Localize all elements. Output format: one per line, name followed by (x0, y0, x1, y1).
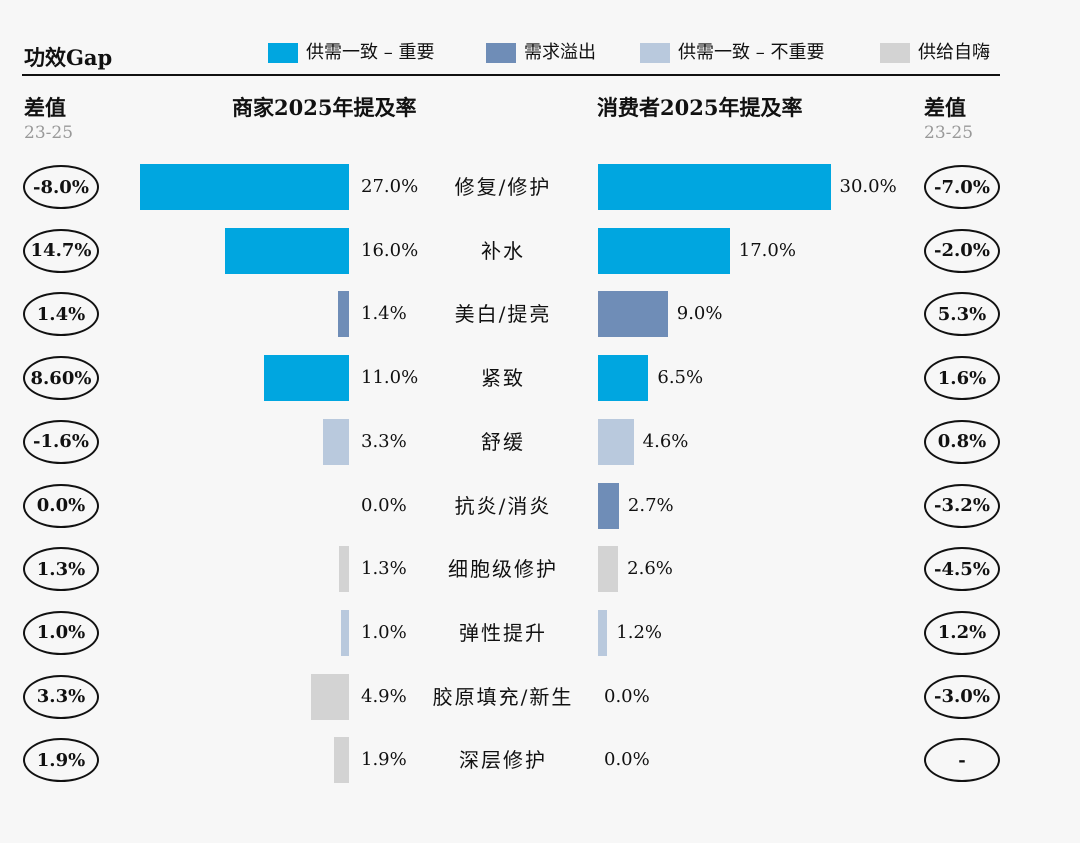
merchant-diff-badge: -1.6% (23, 419, 99, 464)
consumer-value-label: 0.0% (604, 749, 650, 771)
consumer-bar (598, 355, 649, 402)
merchant-value-label: 27.0% (361, 176, 419, 197)
consumer-bar (598, 227, 730, 274)
category-label: 深层修护 (459, 748, 547, 773)
consumer-diff-badge: 0.8% (924, 419, 1000, 464)
category-label: 胶原填充/新生 (432, 684, 574, 709)
merchant-diff-badge: 8.60% (23, 356, 99, 401)
consumer-diff-badge: 1.6% (924, 356, 1000, 401)
legend-label: 供给自嗨 (918, 42, 990, 63)
legend-swatch (640, 43, 670, 63)
consumer-diff-badge: -3.0% (924, 674, 1000, 719)
title-rule (22, 74, 1000, 76)
consumer-value-label: 17.0% (738, 239, 796, 261)
consumer-diff-badge: 1.2% (924, 610, 1000, 655)
consumer-value-label: 0.0% (604, 685, 650, 707)
consumer-bar (598, 418, 634, 465)
legend-label: 供需一致 – 不重要 (678, 42, 825, 63)
left-diff-subheader: 23-25 (24, 123, 74, 143)
merchant-bar (338, 291, 349, 338)
category-label: 修复/修护 (454, 175, 552, 199)
consumer-bar (598, 546, 619, 593)
category-label: 紧致 (481, 366, 525, 391)
right-diff-subheader: 23-25 (924, 123, 974, 143)
category-label: 舒缓 (481, 429, 525, 454)
merchant-value-label: 1.0% (361, 621, 407, 643)
consumer-value-label: 6.5% (657, 367, 704, 389)
consumer-value-label: 30.0% (839, 176, 897, 197)
consumer-bar (598, 609, 608, 656)
merchant-bar (338, 546, 349, 593)
merchant-diff-badge: -8.0% (23, 165, 99, 209)
merchant-diff-badge: 1.0% (23, 610, 99, 655)
merchant-diff-badge: 1.9% (23, 738, 99, 783)
consumer-bar (598, 164, 831, 210)
merchant-value-label: 16.0% (361, 239, 419, 261)
legend-label: 供需一致 – 重要 (306, 42, 435, 63)
legend-swatch (268, 43, 298, 63)
merchant-bar (341, 609, 349, 656)
legend-swatch (880, 43, 910, 63)
consumer-bar (598, 291, 668, 338)
merchant-value-label: 1.9% (361, 749, 407, 771)
consumer-diff-badge: 5.3% (924, 292, 1000, 337)
left-diff-header: 差值 (24, 95, 66, 120)
category-label: 抗炎/消炎 (454, 493, 552, 518)
category-label: 美白/提亮 (454, 302, 552, 327)
right-diff-header: 差值 (924, 95, 966, 120)
category-label: 弹性提升 (459, 620, 547, 645)
legend-label: 需求溢出 (524, 42, 596, 63)
consumer-value-label: 9.0% (676, 303, 723, 325)
merchant-diff-badge: 1.3% (23, 547, 99, 592)
merchant-value-label: 3.3% (361, 430, 407, 452)
merchant-bar (311, 673, 349, 720)
merchant-value-label: 1.4% (361, 303, 407, 325)
category-label: 细胞级修护 (448, 557, 558, 582)
consumer-diff-badge: - (924, 738, 1000, 783)
merchant-header: 商家2025年提及率 (232, 95, 417, 120)
merchant-bar (334, 737, 349, 784)
merchant-value-label: 1.3% (361, 558, 407, 580)
chart-title: 功效Gap (24, 45, 113, 70)
consumer-diff-badge: -7.0% (924, 165, 1000, 209)
merchant-bar (323, 418, 349, 465)
consumer-header: 消费者2025年提及率 (597, 95, 803, 120)
merchant-value-label: 0.0% (361, 494, 407, 516)
consumer-diff-badge: -4.5% (924, 547, 1000, 592)
merchant-diff-badge: 14.7% (23, 228, 99, 273)
consumer-value-label: 1.2% (616, 621, 663, 643)
merchant-value-label: 11.0% (361, 367, 419, 389)
consumer-value-label: 4.6% (642, 430, 689, 452)
merchant-bar (225, 227, 349, 274)
category-label: 补水 (481, 238, 525, 263)
legend-swatch (486, 43, 516, 63)
merchant-diff-badge: 3.3% (23, 674, 99, 719)
consumer-bar (598, 482, 619, 529)
consumer-diff-badge: -3.2% (924, 483, 1000, 528)
merchant-bar (139, 164, 349, 210)
merchant-diff-badge: 1.4% (23, 292, 99, 337)
merchant-value-label: 4.9% (361, 685, 407, 707)
consumer-diff-badge: -2.0% (924, 228, 1000, 273)
consumer-value-label: 2.6% (627, 558, 673, 580)
consumer-value-label: 2.7% (627, 494, 674, 516)
merchant-bar (263, 355, 349, 402)
merchant-diff-badge: 0.0% (23, 483, 99, 528)
